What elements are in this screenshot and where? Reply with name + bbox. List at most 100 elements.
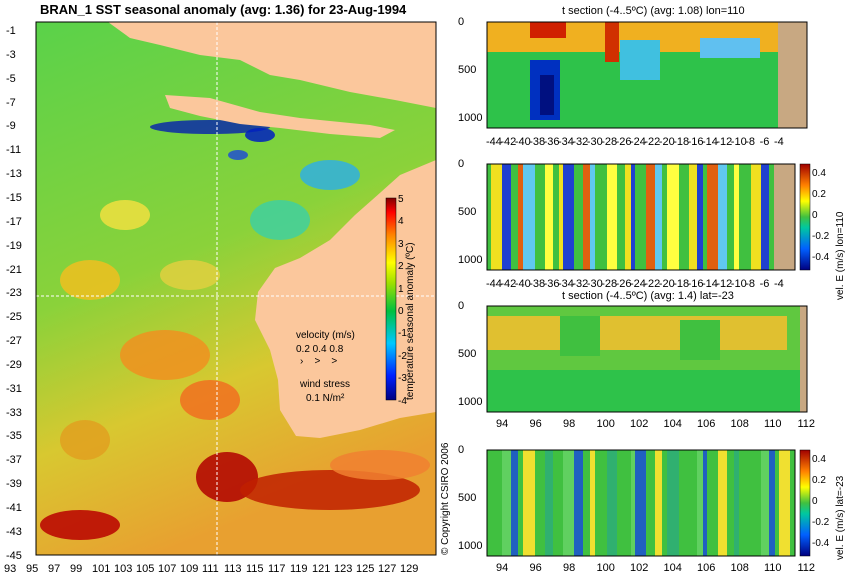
velocity-stripe (703, 450, 707, 556)
depth-tick: 0 (458, 444, 465, 456)
map-lon-tick: 117 (268, 563, 286, 575)
section-lat-tick: -22 (644, 136, 661, 148)
velocity-stripe (583, 450, 590, 556)
velocity-stripe (734, 164, 739, 270)
velocity-tick: 0.4 (812, 454, 826, 465)
section-lat-tick: -30 (586, 136, 603, 148)
section-lon-tick: 110 (764, 418, 782, 430)
map-lon-tick: 111 (202, 563, 219, 575)
colorbar-tick: 1 (398, 283, 404, 295)
map-frame (35, 21, 437, 556)
velocity-scale: 0.2 0.4 0.8 (296, 344, 344, 355)
map-lon-tick: 105 (136, 563, 155, 575)
section-lon-tick: 94 (496, 562, 509, 574)
velocity-arrows-icon: › > > (300, 356, 338, 367)
map-lat-tick: -7 (6, 96, 16, 109)
wind-scale: 0.1 N/m² (306, 393, 345, 404)
section-lon-tick: 94 (496, 418, 509, 430)
map-lon-tick: 107 (158, 563, 177, 575)
sst-patch (160, 260, 220, 290)
section-lon-tick: 104 (663, 418, 682, 430)
section-lon-tick: 100 (596, 562, 615, 574)
sst-patch (120, 330, 210, 380)
velocity-stripe (518, 450, 523, 556)
map-lat-tick: -11 (6, 144, 22, 157)
map-lat-tick: -27 (6, 335, 22, 348)
section-lat-tick: -18 (673, 136, 690, 148)
velocity-stripe (667, 164, 679, 270)
colorbar-tick: -1 (398, 328, 407, 340)
velocity-tick: 0.2 (812, 475, 826, 486)
map-lat-tick: -1 (6, 25, 16, 37)
colorbar-tick: 4 (398, 216, 404, 228)
section-land (774, 164, 795, 270)
velocity-stripe (739, 450, 751, 556)
depth-tick: 1000 (458, 112, 483, 124)
velocity-stripe (707, 450, 718, 556)
panel-1-title: t section (-4..5ºC) (avg: 1.08) lon=110 (562, 5, 745, 17)
section-lat-tick: -14 (702, 278, 718, 290)
velocity-stripe (545, 450, 553, 556)
section-lat-tick: -26 (615, 278, 632, 290)
section-lat-tick: -12 (716, 278, 733, 290)
map-lat-tick: -31 (6, 382, 22, 395)
map-lat-tick: -19 (6, 239, 22, 252)
map-lat-tick: -13 (6, 168, 22, 181)
section-panel-1 (486, 21, 808, 129)
velocity-colorbar-2 (799, 449, 811, 557)
sst-anomaly-map (35, 21, 437, 556)
sst-patches (40, 120, 430, 540)
velocity-stripe (775, 450, 779, 556)
velocity-stripe (751, 450, 761, 556)
section-lat-tick: -18 (673, 278, 690, 290)
velocity-stripe (607, 450, 617, 556)
section-lat-tick: -36 (543, 136, 560, 148)
section-lat-tick: -34 (558, 136, 574, 148)
section-lon-tick: 108 (730, 562, 749, 574)
section-lon-tick: 98 (563, 562, 576, 574)
velocity-stripe (545, 164, 553, 270)
velocity-stripe (595, 164, 607, 270)
sst-patch (330, 450, 430, 480)
section-lat-tick: -26 (615, 136, 632, 148)
anomaly-colorbar (385, 197, 397, 401)
velocity-stripe (574, 450, 583, 556)
map-lon-tick: 113 (224, 563, 242, 575)
depth-tick: 500 (458, 492, 477, 504)
velocity-stripe (617, 164, 625, 270)
section-lat-tick: -6 (759, 136, 770, 148)
section-lat-tick: -12 (716, 136, 733, 148)
section-land (800, 306, 807, 412)
velocity-stripe (635, 164, 646, 270)
velocity-tick: -0.4 (812, 252, 830, 263)
section-lat-tick: -8 (745, 136, 755, 148)
colorbar-tick: 2 (398, 261, 404, 273)
velocity-stripe (718, 164, 727, 270)
map-lat-tick: -35 (6, 430, 22, 443)
depth-tick: 500 (458, 348, 477, 360)
section-lat-tick: -24 (630, 278, 646, 290)
sst-patch (228, 150, 248, 160)
velocity-stripe (718, 450, 727, 556)
map-lon-tick: 95 (26, 563, 39, 575)
map-lat-tick: -21 (6, 263, 22, 276)
panel-4-side-label: vel. E (m/s) lat=-23 (835, 475, 846, 560)
velocity-stripe (574, 164, 583, 270)
section-lat-tick: -28 (601, 278, 618, 290)
velocity-stripe (553, 450, 559, 556)
section-lat-tick: -36 (543, 278, 560, 290)
velocity-colorbar-1 (799, 163, 811, 271)
map-lon-tick: 119 (290, 563, 308, 575)
velocity-stripe (583, 164, 590, 270)
velocity-stripe (559, 450, 563, 556)
section-lon-tick: 98 (563, 418, 576, 430)
velocity-stripe (769, 450, 775, 556)
velocity-stripe (679, 164, 689, 270)
velocity-stripe (563, 450, 574, 556)
colorbar-tick: 3 (398, 238, 404, 250)
velocity-tick: 0.2 (812, 189, 826, 200)
map-lat-tick: -33 (6, 406, 22, 419)
map-lat-tick: -37 (6, 454, 22, 467)
section-lat-tick: -8 (745, 278, 755, 290)
section-lat-tick: -4 (774, 136, 784, 148)
